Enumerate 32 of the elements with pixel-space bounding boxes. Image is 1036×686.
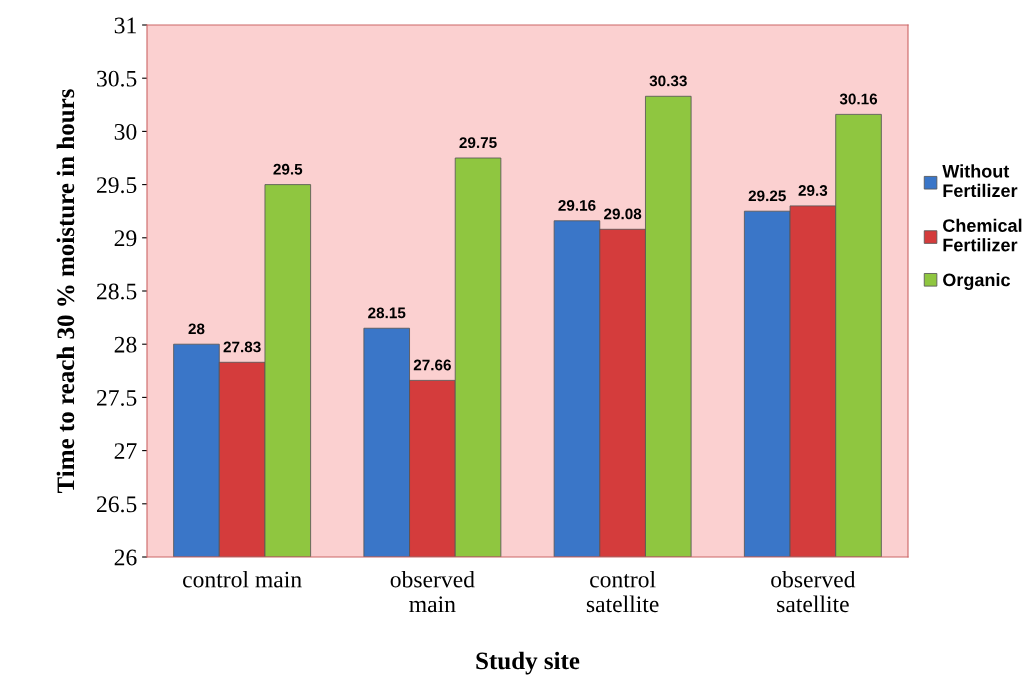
data-label: 30.16 — [839, 93, 878, 105]
y-tick-label: 27 — [114, 443, 137, 459]
data-label: 29.3 — [798, 185, 828, 196]
x-tick-label: observed satellite — [771, 570, 856, 613]
data-label: 27.66 — [413, 359, 451, 371]
x-tick-label: control satellite — [586, 570, 659, 613]
data-label: 29.5 — [273, 163, 303, 175]
data-label: 29.25 — [748, 190, 786, 202]
legend-label: Without Fertilizer — [942, 164, 1018, 198]
y-tick-label: 28 — [114, 336, 137, 353]
y-tick-label: 30.5 — [97, 70, 137, 87]
y-tick-label: 29 — [114, 230, 137, 247]
legend-label: Chemical Fertilizer — [943, 218, 1022, 252]
y-axis-title: Time to reach 30 % moisture in hours — [56, 89, 75, 494]
x-tick-label: control main — [183, 570, 302, 588]
y-tick-label: 28.5 — [97, 283, 137, 300]
data-label: 28.15 — [368, 307, 406, 319]
x-axis-title: Study site — [476, 651, 580, 675]
data-label: 29.16 — [558, 199, 596, 211]
y-tick-label: 26 — [114, 549, 137, 566]
data-label: 29.75 — [459, 137, 497, 149]
y-tick-label: 29.5 — [97, 177, 137, 194]
y-tick-label: 30 — [114, 123, 137, 140]
y-tick-label: 26.5 — [97, 496, 137, 513]
data-label: 27.83 — [223, 341, 261, 353]
data-label: 30.33 — [649, 75, 687, 87]
legend-label: Organic — [943, 273, 1011, 290]
y-tick-label: 27.5 — [97, 389, 137, 406]
x-tick-label: observed main — [390, 570, 475, 613]
data-label: 28 — [188, 323, 205, 335]
y-tick-label: 31 — [114, 17, 136, 34]
data-label: 29.08 — [604, 208, 642, 220]
